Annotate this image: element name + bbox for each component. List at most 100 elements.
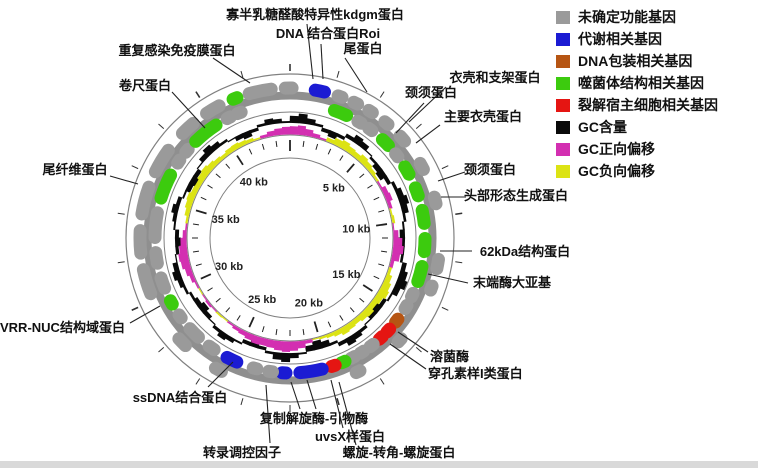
- inner-strand-gene-arc: [325, 358, 342, 373]
- gc-content-bar: [210, 141, 222, 152]
- gc-skew-neg-bar: [345, 320, 356, 331]
- ruler-tick-minor: [302, 328, 305, 336]
- outer-tick: [158, 123, 165, 130]
- gc-content-bar: [394, 277, 408, 291]
- ruler-tick-minor: [207, 287, 213, 292]
- inner-strand-gene-arc: [353, 344, 371, 360]
- ruler-tick-minor: [339, 155, 344, 161]
- legend-label: DNA包装相关基因: [578, 53, 693, 69]
- legend: 未确定功能基因 代谢相关基因 DNA包装相关基因 噬菌体结构相关基因 裂解宿主细胞相关基…: [556, 6, 718, 182]
- gc-skew-neg-bar: [230, 142, 241, 152]
- inner-strand-gene-arc: [389, 312, 405, 329]
- gc-content-bar: [192, 168, 202, 179]
- gc-skew-pos-bar: [258, 337, 269, 347]
- legend-item: 裂解宿主细胞相关基因: [556, 94, 718, 116]
- kb-scale-label: 5 kb: [323, 182, 345, 194]
- gc-skew-neg-bar: [197, 287, 204, 295]
- outer-tick: [441, 165, 449, 170]
- gene-label: 末端酶大亚基: [472, 275, 552, 290]
- gc-content-bar: [202, 144, 215, 157]
- outer-tick: [415, 123, 422, 130]
- ruler-tick-minor: [349, 307, 355, 313]
- gene-label: 衣壳和支架蛋白: [449, 70, 540, 85]
- inner-strand-gene-arc: [362, 121, 379, 138]
- outer-tick: [131, 165, 139, 170]
- legend-swatch-gray: [556, 10, 570, 24]
- ring-circle: [186, 134, 394, 342]
- gc-content-bar: [320, 127, 331, 134]
- gene-label: 寡半乳糖醛酸特异性kdgm蛋白: [225, 7, 404, 22]
- gc-content-bar: [314, 122, 324, 128]
- outer-tick: [455, 212, 463, 216]
- outer-strand-gene-arc: [331, 89, 349, 104]
- outer-tick: [336, 398, 340, 406]
- outer-strand-gene-arc: [175, 116, 200, 140]
- ruler-tick-minor: [261, 143, 265, 150]
- inner-strand-gene-arc: [398, 160, 416, 181]
- leader-line: [129, 305, 161, 324]
- gc-skew-neg-bar: [184, 207, 191, 217]
- gc-skew-neg-bar: [384, 273, 393, 284]
- kb-scale-label: 30 kb: [215, 261, 243, 273]
- gc-skew-neg-bar: [351, 151, 362, 160]
- outer-strand-gene-arc: [208, 361, 228, 378]
- gc-content-bar: [328, 340, 339, 346]
- inner-strand-gene-arc: [154, 168, 178, 205]
- ring-circle: [209, 157, 371, 319]
- gc-content-bar: [369, 156, 378, 165]
- legend-swatch-blue: [556, 32, 570, 46]
- ruler-tick-minor: [378, 209, 385, 213]
- outer-strand-gene-arc: [378, 115, 395, 131]
- outer-tick: [158, 346, 165, 353]
- ruler-tick-major: [200, 273, 212, 280]
- gc-content-bar: [344, 334, 357, 346]
- gc-content-bar: [217, 329, 229, 341]
- inner-strand-gene-arc: [189, 118, 223, 148]
- legend-label: GC含量: [578, 119, 627, 135]
- gc-content-bar: [196, 161, 204, 170]
- inner-strand-gene-arc: [172, 308, 188, 325]
- kb-scale-label: 15 kb: [332, 269, 360, 281]
- inner-strand-gene-arc: [415, 203, 431, 230]
- gc-skew-neg-bar: [186, 191, 196, 203]
- outer-strand-gene-arc: [136, 263, 158, 301]
- leader-line: [290, 381, 301, 410]
- gene-label: 重复感染免疫膜蛋白: [118, 43, 235, 58]
- gc-skew-neg-bar: [386, 266, 393, 276]
- ruler-tick-major: [362, 284, 373, 292]
- gc-skew-pos-bar: [391, 252, 401, 262]
- outer-tick: [441, 306, 449, 311]
- backbone-ring: [143, 91, 437, 385]
- gene-label: 62kDa结构蛋白: [480, 244, 570, 259]
- legend-swatch-green: [556, 76, 570, 90]
- outer-strand-gene-arc: [226, 91, 244, 106]
- gc-content-bar: [351, 329, 363, 340]
- legend-swatch-magenta: [556, 142, 570, 156]
- gc-content-bar: [336, 133, 346, 141]
- leader-line: [306, 23, 314, 80]
- ruler-tick-minor: [359, 173, 365, 179]
- ruler-tick-major: [236, 155, 244, 166]
- gc-content-bar: [212, 324, 222, 333]
- inner-strand-gene-arc: [163, 294, 179, 311]
- gc-content-bar: [172, 262, 180, 273]
- gc-skew-pos-bar: [304, 128, 314, 137]
- inner-strand-gene-arc: [293, 362, 329, 380]
- inner-strand-gene-arc: [202, 339, 221, 357]
- gc-content-bar: [386, 292, 393, 302]
- inner-strand-gene-arc: [335, 354, 352, 370]
- gc-content-bar: [185, 182, 194, 193]
- ruler-tick-major: [248, 316, 255, 328]
- leader-line: [344, 57, 368, 93]
- gc-content-bar: [344, 133, 355, 142]
- gene-label: 颈须蛋白: [405, 85, 457, 100]
- gc-skew-pos-bar: [251, 334, 262, 345]
- gc-content-bar: [320, 339, 331, 349]
- gene-label: 卷尺蛋白: [119, 78, 171, 93]
- outer-tick: [240, 70, 244, 78]
- ruler-tick-minor: [225, 163, 231, 169]
- gc-skew-pos-bar: [194, 280, 200, 289]
- gc-content-bar: [372, 162, 383, 173]
- ruler-tick-minor: [275, 328, 278, 336]
